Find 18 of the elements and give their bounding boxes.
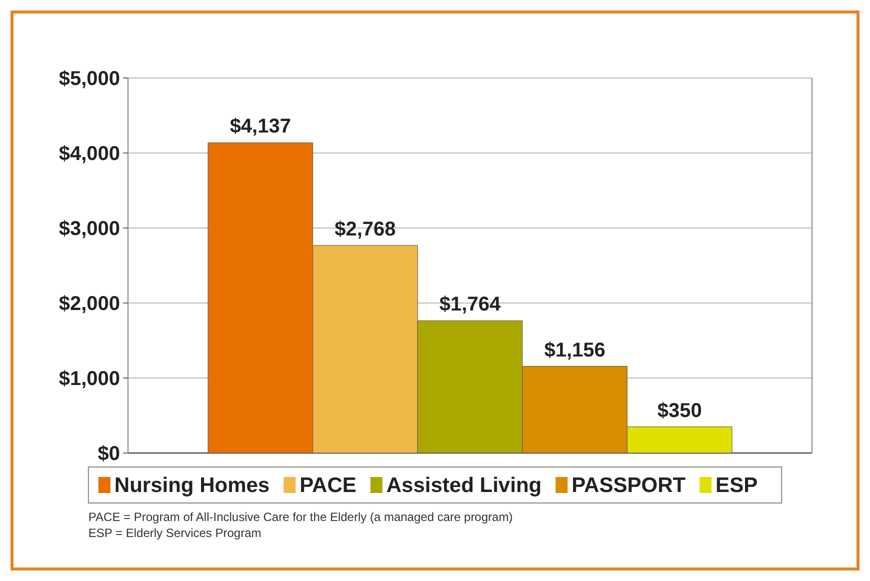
y-tick-label: $3,000 bbox=[58, 218, 120, 240]
data-label: $350 bbox=[657, 400, 702, 422]
legend-label: PASSPORT bbox=[572, 474, 686, 497]
text: PACE = Program of All-Inclusive Care for the Elderly (a managed care program) bbox=[88, 510, 513, 524]
data-label: $1,156 bbox=[544, 339, 606, 362]
text: ESP = Elderly Services Program bbox=[88, 526, 262, 540]
y-tick-label: $1,000 bbox=[58, 368, 120, 390]
data-label: $1,764 bbox=[439, 294, 502, 316]
y-tick-label: $4,000 bbox=[58, 143, 120, 165]
legend-label: PACE bbox=[300, 474, 356, 497]
legend-label: Assisted Living bbox=[386, 474, 542, 497]
legend-label: Nursing Homes bbox=[114, 474, 270, 497]
data-label: $4,137 bbox=[230, 116, 291, 138]
y-tick-label: $2,000 bbox=[58, 293, 120, 315]
data-label: $2,768 bbox=[334, 218, 396, 240]
legend-label: ESP bbox=[716, 474, 758, 497]
y-tick-label: $0 bbox=[98, 443, 120, 465]
y-tick-label: $5,000 bbox=[58, 68, 120, 90]
